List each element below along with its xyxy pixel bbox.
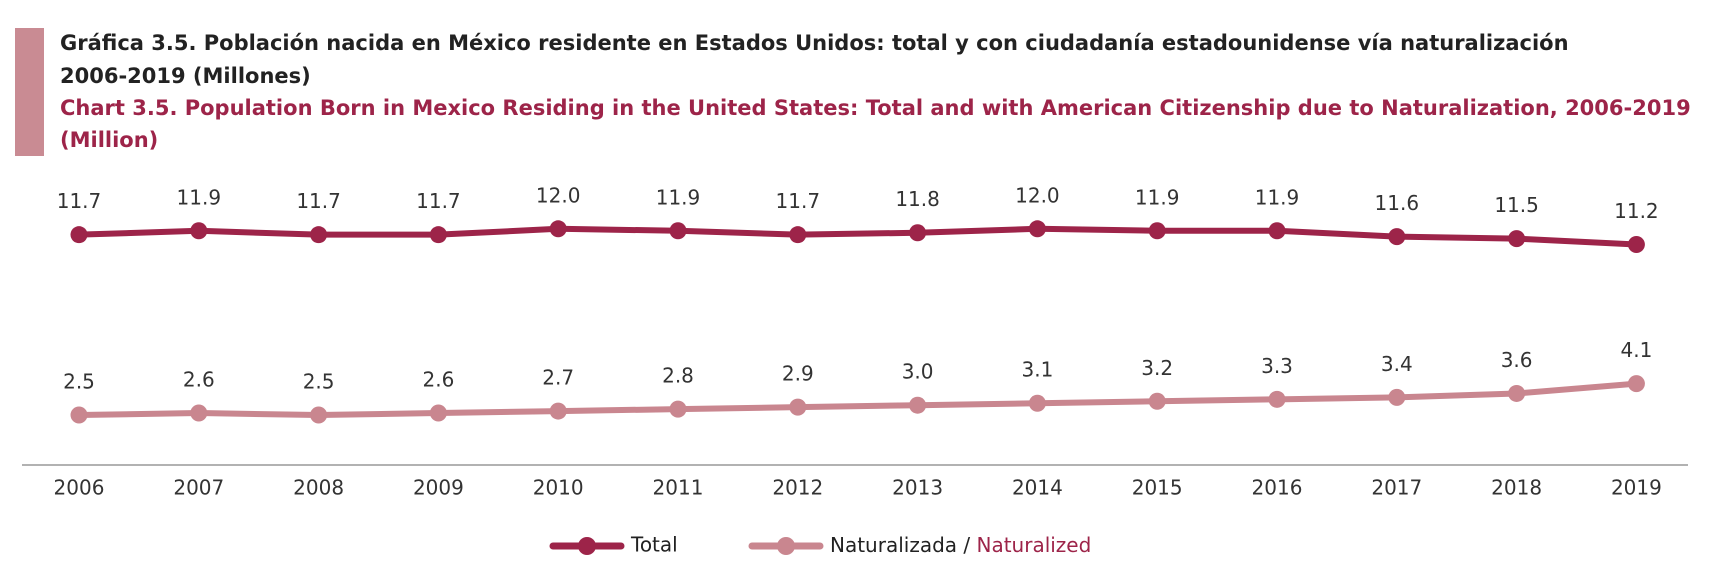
point <box>1268 222 1286 240</box>
x-tick-label: 2007 <box>173 476 224 500</box>
point <box>909 224 927 242</box>
point <box>1627 235 1645 253</box>
data-label: 11.8 <box>895 187 940 211</box>
data-label: 12.0 <box>536 183 581 207</box>
x-tick-label: 2014 <box>1012 476 1063 500</box>
point <box>310 226 328 244</box>
data-label: 11.5 <box>1494 193 1539 217</box>
legend-marker <box>578 537 596 555</box>
x-tick-label: 2010 <box>533 476 584 500</box>
point <box>669 400 687 418</box>
data-label: 11.7 <box>776 189 821 213</box>
data-label: 3.2 <box>1141 356 1173 380</box>
point <box>429 404 447 422</box>
legend-marker <box>777 537 795 555</box>
x-tick-label: 2012 <box>772 476 823 500</box>
chart-title: Gráfica 3.5. Población nacida en México … <box>60 31 1569 55</box>
point <box>1268 390 1286 408</box>
data-label: 3.3 <box>1261 354 1293 378</box>
chart-title: 2006-2019 (Millones) <box>60 64 311 88</box>
line <box>78 225 1637 248</box>
x-tick-label: 2017 <box>1371 476 1422 500</box>
line <box>78 380 1637 418</box>
point <box>1388 228 1406 246</box>
data-label: 11.9 <box>177 185 222 209</box>
point <box>70 226 88 244</box>
point <box>789 226 807 244</box>
x-tick-label: 2016 <box>1252 476 1303 500</box>
point <box>549 402 567 420</box>
x-tick-label: 2011 <box>653 476 704 500</box>
x-tick-label: 2019 <box>1611 476 1662 500</box>
data-label: 2.6 <box>422 368 454 392</box>
point <box>190 404 208 422</box>
point <box>1627 375 1645 393</box>
data-label: 2.9 <box>782 362 814 386</box>
data-label: 3.6 <box>1501 348 1533 372</box>
chart-subtitle: (Million) <box>60 128 158 152</box>
data-label: 2.5 <box>63 370 95 394</box>
x-tick-label: 2018 <box>1491 476 1542 500</box>
legend-label: Naturalizada / Naturalized <box>830 533 1091 557</box>
point <box>789 398 807 416</box>
data-label: 4.1 <box>1620 338 1652 362</box>
x-tick-label: 2015 <box>1132 476 1183 500</box>
point <box>909 396 927 414</box>
data-label: 12.0 <box>1015 183 1060 207</box>
data-label: 11.9 <box>1255 185 1300 209</box>
title-bar <box>15 28 44 156</box>
data-label: 11.9 <box>656 185 701 209</box>
point <box>549 220 567 238</box>
data-label: 11.2 <box>1614 199 1659 223</box>
point <box>669 222 687 240</box>
data-label: 11.7 <box>296 189 341 213</box>
data-label: 3.4 <box>1381 352 1413 376</box>
data-label: 11.6 <box>1375 191 1420 215</box>
data-label: 3.0 <box>902 360 934 384</box>
data-label: 11.9 <box>1135 185 1180 209</box>
data-label: 2.7 <box>542 366 574 390</box>
x-tick-label: 2008 <box>293 476 344 500</box>
point <box>1508 230 1526 248</box>
chart-subtitle: Chart 3.5. Population Born in Mexico Res… <box>60 96 1691 120</box>
point <box>1028 220 1046 238</box>
data-label: 11.7 <box>416 189 461 213</box>
x-tick-label: 2006 <box>54 476 105 500</box>
point <box>70 406 88 424</box>
legend-label: Total <box>630 533 678 557</box>
data-label: 2.6 <box>183 368 215 392</box>
point <box>429 226 447 244</box>
point <box>1148 222 1166 240</box>
data-label: 11.7 <box>57 189 102 213</box>
point <box>1388 388 1406 406</box>
data-label: 2.8 <box>662 364 694 388</box>
point <box>1148 392 1166 410</box>
point <box>310 406 328 424</box>
data-label: 3.1 <box>1021 358 1053 382</box>
x-tick-label: 2013 <box>892 476 943 500</box>
point <box>1508 384 1526 402</box>
x-tick-label: 2009 <box>413 476 464 500</box>
point <box>1028 394 1046 412</box>
data-label: 2.5 <box>303 370 335 394</box>
point <box>190 222 208 240</box>
